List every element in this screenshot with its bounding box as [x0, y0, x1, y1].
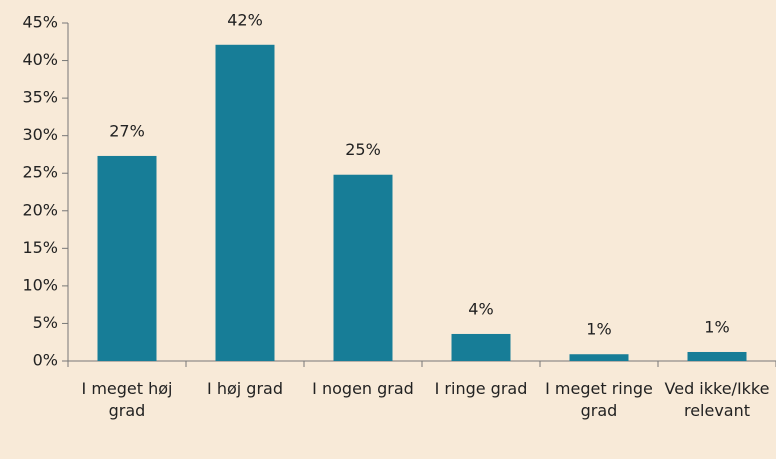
bar: [215, 44, 275, 361]
bar: [569, 354, 629, 361]
y-tick-label: 25%: [22, 163, 58, 182]
bar: [333, 174, 393, 361]
data-label: 27%: [109, 121, 145, 140]
x-tick-label: I meget ringe grad: [545, 379, 653, 420]
data-label: 1%: [586, 320, 611, 339]
bar: [687, 351, 747, 361]
data-label: 1%: [704, 317, 729, 336]
x-tick-label: Ved ikke/Ikke relevant: [664, 379, 770, 420]
x-tick-label: I ringe grad: [434, 379, 528, 398]
data-label: 4%: [468, 299, 493, 318]
bar: [97, 155, 157, 361]
y-tick-label: 35%: [22, 88, 58, 107]
y-tick-label: 40%: [22, 50, 58, 69]
y-tick-label: 45%: [22, 13, 58, 32]
x-tick-label: I nogen grad: [312, 379, 414, 398]
data-label: 42%: [227, 10, 263, 29]
y-tick-label: 15%: [22, 238, 58, 257]
y-tick-label: 10%: [22, 275, 58, 294]
x-tick-label: I høj grad: [207, 379, 283, 398]
y-tick-label: 5%: [33, 313, 58, 332]
x-tick-label: I meget høj grad: [81, 379, 173, 420]
bar: [451, 333, 511, 361]
y-tick-label: 0%: [33, 351, 58, 370]
y-tick-label: 30%: [22, 125, 58, 144]
data-label: 25%: [345, 140, 381, 159]
y-tick-label: 20%: [22, 200, 58, 219]
